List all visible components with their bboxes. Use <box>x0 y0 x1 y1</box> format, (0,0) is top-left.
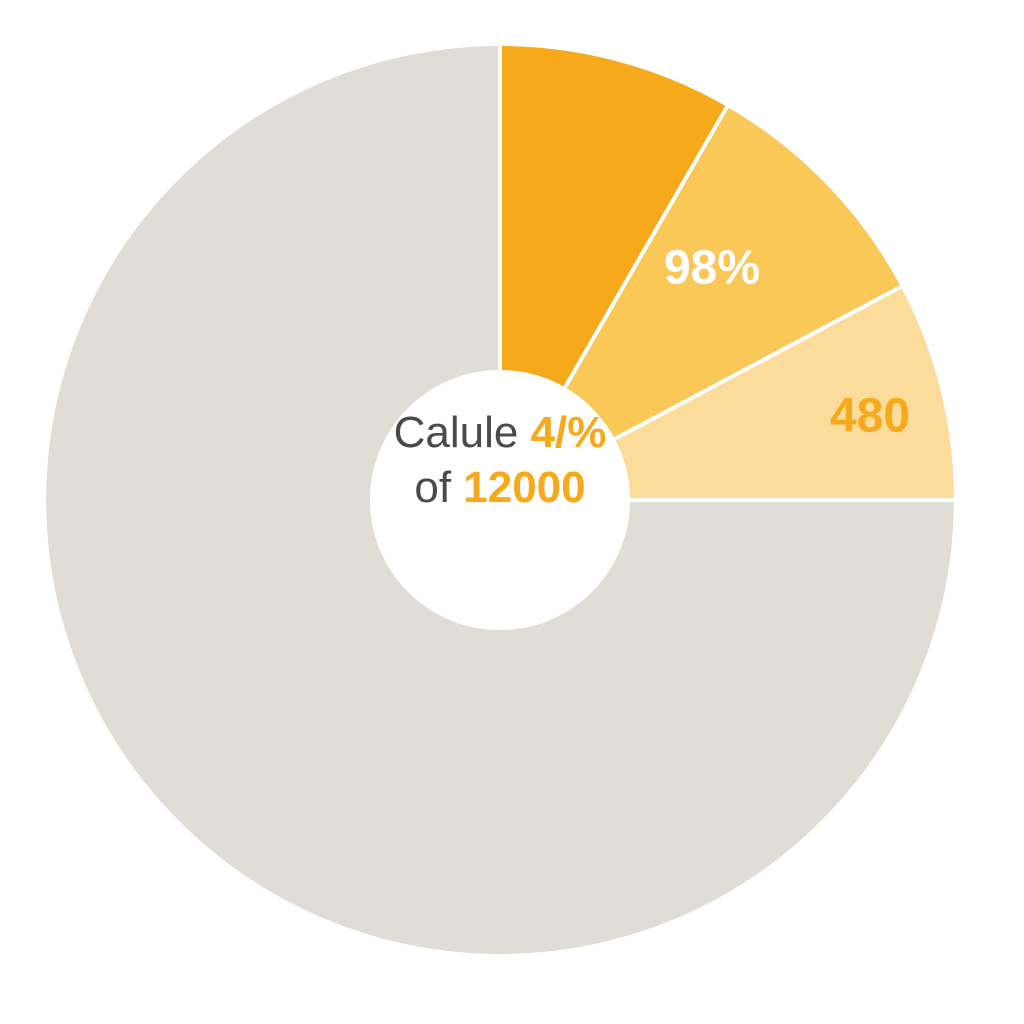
slice-label-1: 480 <box>830 389 910 444</box>
center-label: Calule 4/% of 12000 <box>394 405 607 515</box>
slice-label-0: 98% <box>664 241 760 296</box>
center-label-line2: of 12000 <box>394 460 607 515</box>
donut-chart: Calule 4/% of 12000 98% 480 <box>0 0 1024 1024</box>
center-label-line1: Calule 4/% <box>394 405 607 460</box>
